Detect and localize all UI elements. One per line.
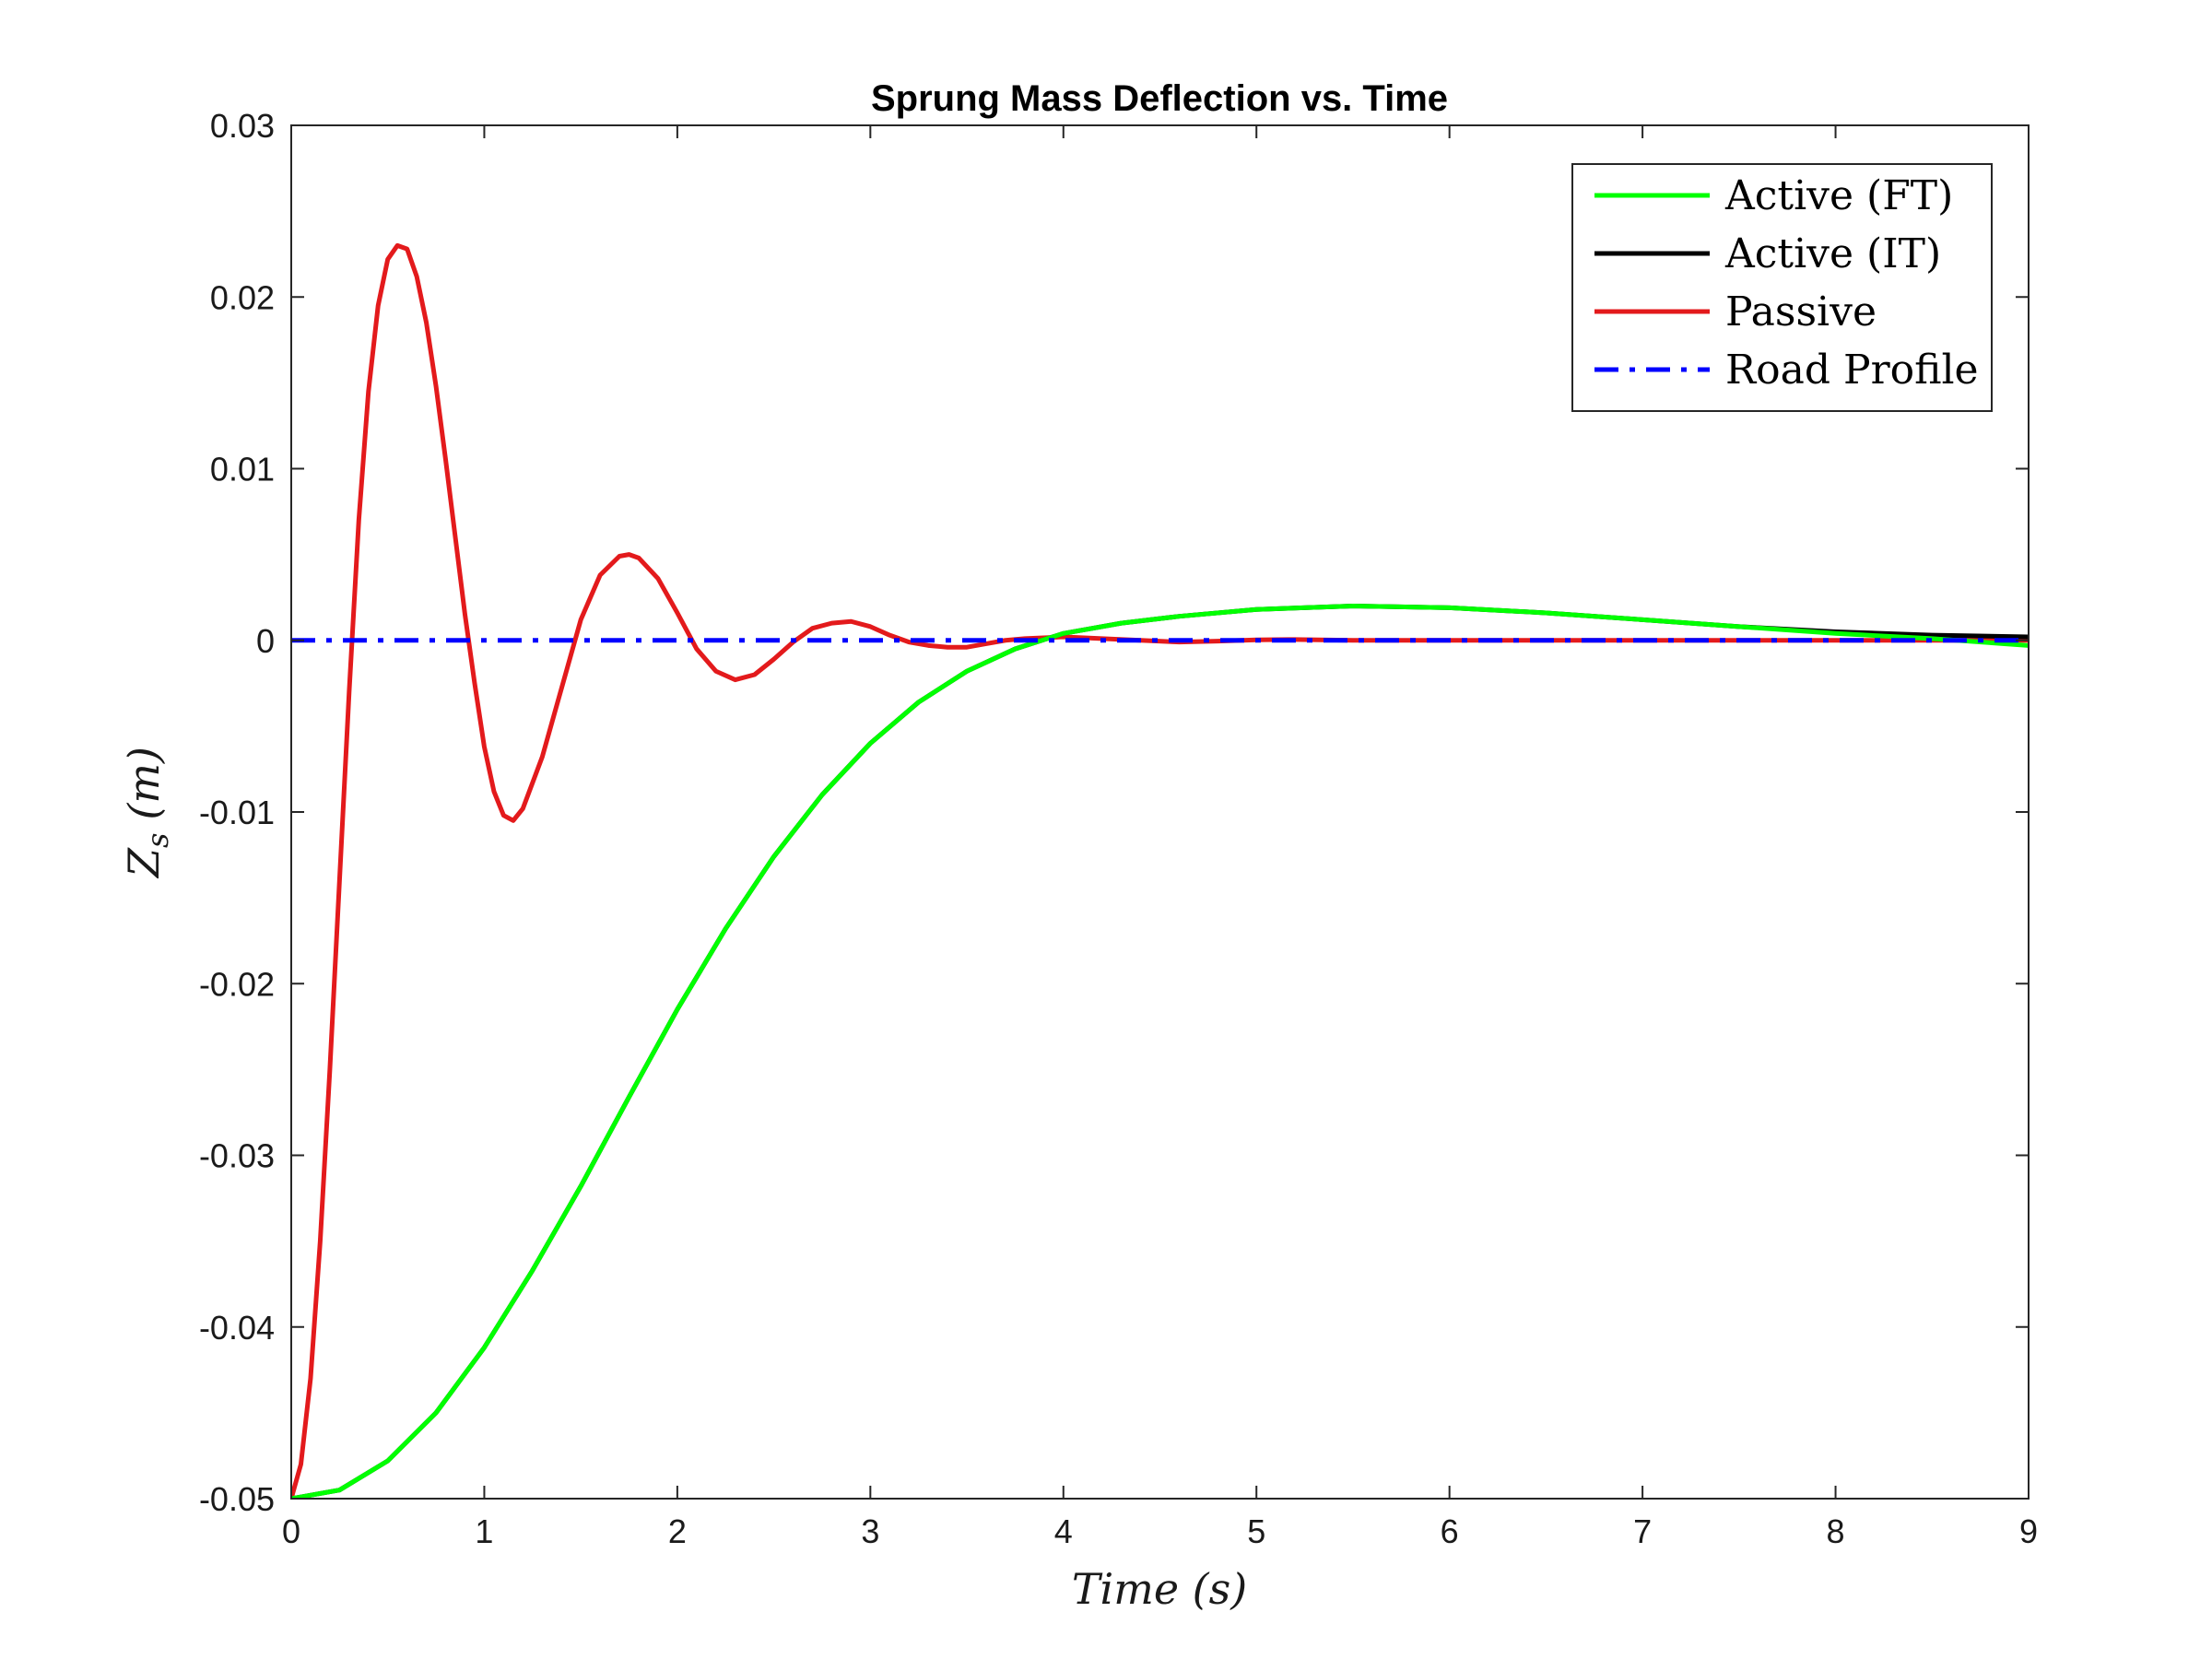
x-axis-label: Time (s) bbox=[1072, 1564, 1247, 1614]
y-tick-label: 0 bbox=[256, 622, 275, 660]
legend-box bbox=[1571, 163, 1993, 412]
x-tick-label: 7 bbox=[1633, 1512, 1652, 1550]
y-tick-label: -0.01 bbox=[199, 794, 275, 831]
legend-label: Active (FT) bbox=[1724, 172, 1953, 219]
y-axis-label-main: Z bbox=[119, 847, 169, 879]
y-tick-label: -0.05 bbox=[199, 1480, 275, 1518]
chart-title: Sprung Mass Deflection vs. Time bbox=[871, 78, 1448, 119]
series-layer bbox=[291, 242, 2029, 1499]
x-tick-label: 6 bbox=[1441, 1512, 1459, 1550]
y-axis-label-rest: (m) bbox=[119, 747, 169, 820]
series-line-active-it bbox=[291, 604, 2029, 1499]
y-tick-label: -0.04 bbox=[199, 1309, 275, 1347]
legend: Active (FT) Active (IT) Passive Road Profil… bbox=[1571, 163, 1993, 412]
y-axis-label: Zs (m) bbox=[119, 747, 175, 879]
y-tick-label: -0.03 bbox=[199, 1137, 275, 1175]
x-tick-label: 5 bbox=[1247, 1512, 1265, 1550]
plot-area: 0 1 2 3 4 5 6 7 8 9 -0.05 -0.04 -0.03 -0.02 -0.01 0 0.01… bbox=[199, 107, 2038, 1550]
x-tick-label: 8 bbox=[1827, 1512, 1845, 1550]
y-tick-label: -0.02 bbox=[199, 965, 275, 1003]
x-tick-label: 1 bbox=[475, 1512, 493, 1550]
legend-label: Active (IT) bbox=[1724, 230, 1941, 277]
y-tick-label: 0.02 bbox=[210, 278, 275, 316]
x-tick-label: 3 bbox=[861, 1512, 879, 1550]
y-axis-label-sub: s bbox=[140, 833, 175, 848]
y-axis-label-group: Zs (m) bbox=[119, 747, 175, 879]
legend-label: Road Profile bbox=[1725, 347, 1979, 394]
y-tick-label: 0.03 bbox=[210, 107, 275, 145]
series-line-passive bbox=[291, 242, 2029, 1499]
ticks-layer: 0 1 2 3 4 5 6 7 8 9 -0.05 -0.04 -0.03 -0.02 -0.01 0 0.01… bbox=[199, 107, 2038, 1550]
x-tick-label: 2 bbox=[668, 1512, 687, 1550]
x-tick-label: 9 bbox=[2019, 1512, 2038, 1550]
y-tick-label: 0.01 bbox=[210, 451, 275, 488]
legend-label: Passive bbox=[1725, 288, 1877, 335]
x-tick-label: 0 bbox=[282, 1512, 300, 1550]
series-line-active-ft bbox=[291, 604, 2029, 1499]
x-tick-label: 4 bbox=[1054, 1512, 1073, 1550]
